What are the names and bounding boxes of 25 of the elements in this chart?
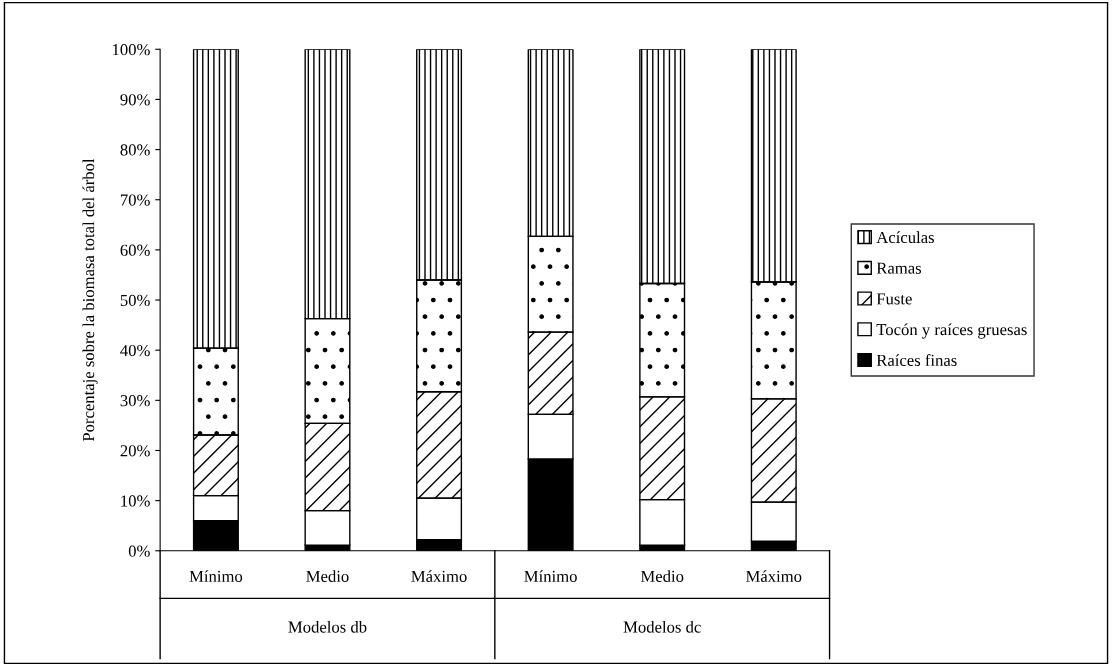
x-tick-label: Medio (640, 570, 684, 582)
y-tick-label: 100% (112, 43, 150, 56)
y-tick-label: 30% (120, 395, 150, 407)
y-tick-label: 0% (128, 545, 150, 557)
y-tick-label: 50% (120, 294, 150, 307)
x-tick-label: Máximo (746, 570, 802, 582)
y-tick-label: 90% (120, 94, 150, 106)
x-tick-label: Mínimo (189, 570, 243, 582)
legend-label: Acículas (876, 231, 934, 244)
y-tick-label: 20% (120, 445, 150, 457)
legend-label: Ramas (876, 262, 922, 274)
y-tick-label: 10% (121, 495, 150, 507)
text: Modelos dc (623, 620, 701, 633)
y-tick-label: 80% (120, 144, 150, 156)
x-tick-label: Mínimo (524, 570, 577, 582)
y-tick-label: 40% (120, 344, 150, 357)
text: Modelos db (288, 620, 367, 633)
legend-label: Fuste (876, 293, 912, 305)
x-tick-label: Medio (306, 570, 349, 582)
y-tick-label: 60% (120, 244, 150, 256)
legend-label: Tocón y raíces gruesas (876, 323, 1027, 339)
legend-label: Raíces finas (876, 354, 957, 366)
x-tick-label: Máximo (411, 570, 467, 582)
y-axis-title: Porcentaje sobre la biomasa total del árbol (82, 158, 98, 442)
y-tick-label: 70% (120, 194, 150, 206)
